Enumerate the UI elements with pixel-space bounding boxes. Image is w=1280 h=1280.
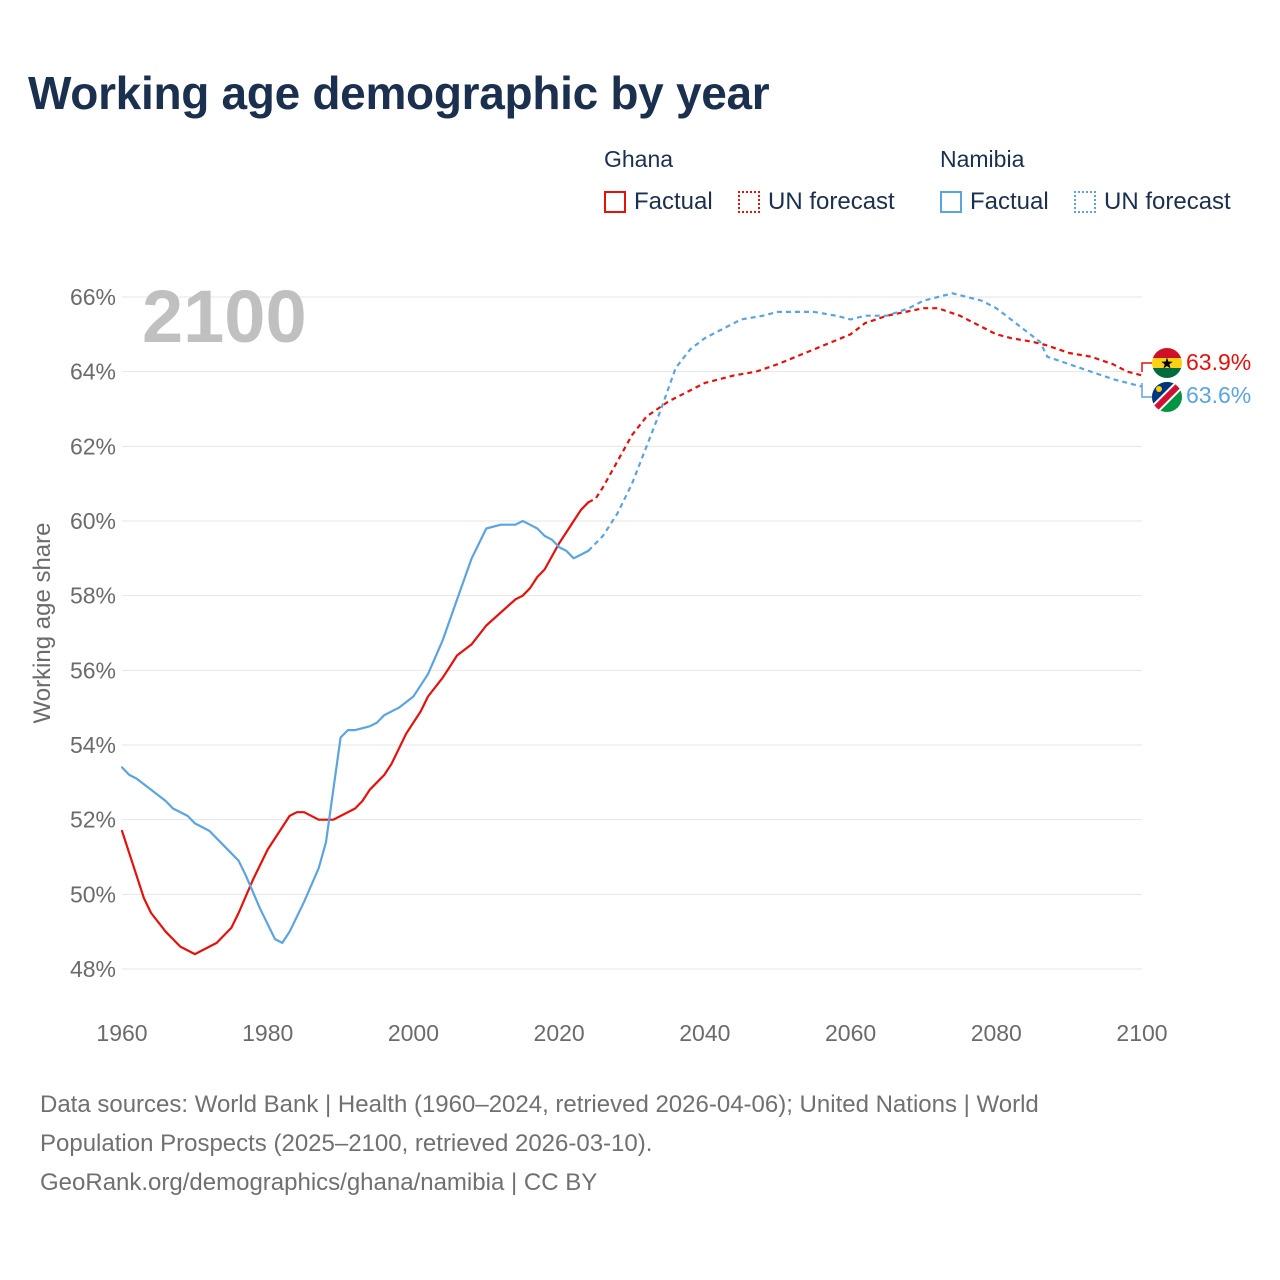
x-tick-label: 2000 [388,1020,439,1046]
x-tick-label: 1960 [96,1020,147,1046]
y-tick-label: 54% [70,732,116,758]
y-tick-label: 50% [70,881,116,907]
y-tick-label: 64% [70,359,116,385]
legend-label: UN forecast [1104,188,1231,215]
legend-label: Factual [970,188,1049,215]
y-tick-label: 56% [70,657,116,683]
x-tick-label: 2060 [825,1020,876,1046]
x-axis-ticks: 1960 1980 2000 2020 2040 2060 2080 2100 [96,1020,1167,1046]
y-tick-label: 60% [70,508,116,534]
y-tick-label: 58% [70,583,116,609]
namibia-factual-line[interactable] [120,519,590,945]
series-lines [120,292,1143,956]
legend-namibia-factual[interactable]: Factual [940,188,1049,216]
legend-swatch-solid-red [604,191,626,213]
end-markers: 63.9% 63.6% [1141,348,1251,412]
ghana-end-label: 63.9% [1186,349,1251,375]
legend-title-namibia: Namibia [940,146,1025,172]
legend-swatch-dotted-blue [1074,191,1096,213]
x-tick-label: 2100 [1116,1020,1167,1046]
legend-label: UN forecast [768,188,895,215]
namibia-connector [1141,383,1152,398]
y-tick-label: 52% [70,807,116,833]
legend-swatch-solid-blue [940,191,962,213]
legend-ghana-factual[interactable]: Factual [604,188,713,216]
namibia-flag-icon [1152,382,1182,412]
footer-line: Population Prospects (2025–2100, retriev… [40,1130,653,1157]
footer-line: GeoRank.org/demographics/ghana/namibia |… [40,1169,598,1196]
y-tick-label: 48% [70,956,116,982]
legend-title-ghana: Ghana [604,146,674,172]
y-axis-ticks: 48% 50% 52% 54% 56% 58% 60% 62% 64% 66% [70,284,116,982]
ghana-flag-icon [1152,348,1182,378]
x-tick-label: 2020 [534,1020,585,1046]
x-tick-label: 2080 [971,1020,1022,1046]
legend-namibia-forecast[interactable]: UN forecast [1074,188,1231,216]
y-tick-label: 62% [70,433,116,459]
ghana-factual-line[interactable] [120,501,590,956]
chart-title: Working age demographic by year [28,67,770,119]
x-tick-label: 2040 [679,1020,730,1046]
legend-ghana-forecast[interactable]: UN forecast [738,188,895,216]
namibia-end-label: 63.6% [1186,382,1251,408]
ghana-connector [1141,362,1153,372]
year-watermark: 2100 [142,275,307,358]
legend-label: Factual [634,188,713,215]
namibia-forecast-line[interactable] [587,292,1143,552]
y-tick-label: 66% [70,284,116,310]
y-axis-label: Working age share [29,523,56,724]
footer-line: Data sources: World Bank | Health (1960–… [40,1091,1039,1118]
ghana-forecast-line[interactable] [587,307,1143,504]
x-tick-label: 1980 [242,1020,293,1046]
line-chart: 2100 48% 50% 52% 54% 56% 58% 60% 62% 64% 66% 1960… [29,275,1251,1046]
grid-lines [122,296,1142,970]
data-sources-footer: Data sources: World Bank | Health (1960–… [40,1085,1240,1202]
legend-swatch-dotted-red [738,191,760,213]
